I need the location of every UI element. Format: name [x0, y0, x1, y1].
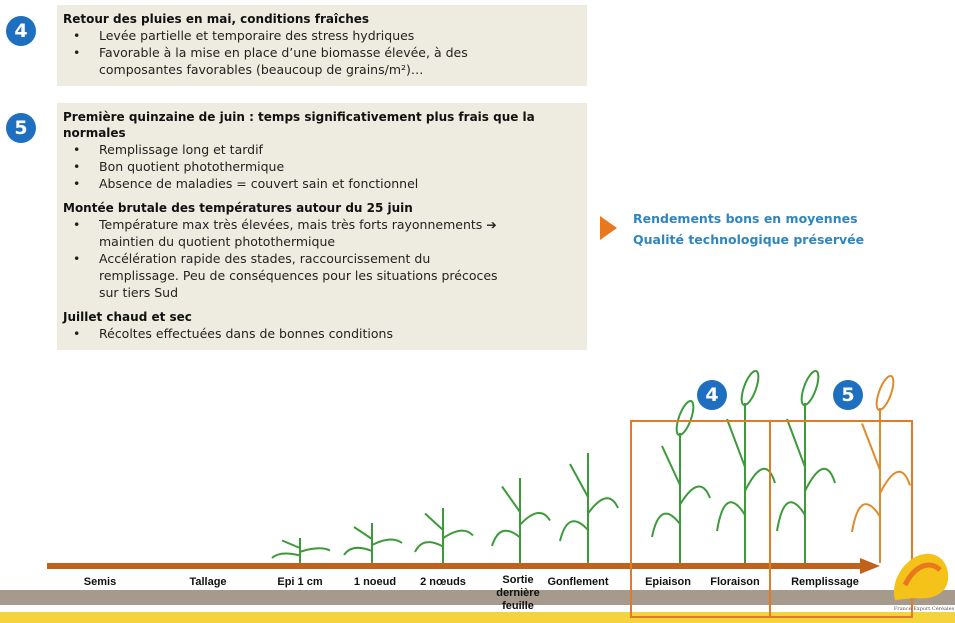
- bottom-band: [0, 612, 955, 623]
- stage-marker: 4: [697, 380, 727, 410]
- logo-text: France Export Céréales: [893, 606, 955, 612]
- stage-label: Epiaison: [645, 576, 691, 588]
- stage-label: Tallage: [189, 576, 227, 588]
- conclusion-line: Qualité technologique préservée: [633, 232, 865, 247]
- plant: [651, 433, 711, 563]
- stage-marker: 5: [833, 380, 863, 410]
- bullet: Absence de maladies = couvert sain et fo…: [63, 175, 509, 192]
- group-title: Retour des pluies en mai, conditions fra…: [63, 12, 370, 26]
- group-title: Montée brutale des températures autour d…: [63, 201, 413, 215]
- bullet: Température max très élevées, mais très …: [63, 216, 509, 250]
- section-box: Retour des pluies en mai, conditions fra…: [57, 5, 587, 86]
- group: Juillet chaud et secRécoltes effectuées …: [63, 309, 587, 342]
- bullet: Remplissage long et tardif: [63, 141, 509, 158]
- stage-label: Epi 1 cm: [277, 576, 323, 588]
- stage-label: Gonflement: [547, 576, 609, 588]
- bullet: Récoltes effectuées dans de bonnes condi…: [63, 325, 509, 342]
- stage-frame: [769, 420, 913, 618]
- group: Montée brutale des températures autour d…: [63, 200, 587, 301]
- plants: [271, 369, 911, 563]
- section-number: 4: [6, 16, 36, 46]
- stage-label: Floraison: [710, 576, 760, 588]
- ear: [675, 399, 695, 437]
- plant: [559, 453, 619, 563]
- ear: [875, 374, 895, 412]
- stage-label: Sortie dernière feuille: [496, 574, 540, 612]
- stage-label: 1 noeud: [353, 576, 397, 588]
- stage-label: Semis: [83, 576, 117, 588]
- section-box: Première quinzaine de juin : temps signi…: [57, 103, 587, 350]
- plant: [716, 403, 776, 563]
- arrow-bullet: [600, 216, 617, 240]
- plant: [776, 403, 836, 563]
- timeline-head: [860, 558, 880, 574]
- plant: [491, 478, 551, 563]
- group-title: Première quinzaine de juin : temps signi…: [63, 110, 535, 140]
- logo-shape: [894, 553, 949, 600]
- bullet: Favorable à la mise en place d’une bioma…: [63, 44, 509, 78]
- group: Première quinzaine de juin : temps signi…: [63, 109, 587, 192]
- group-title: Juillet chaud et sec: [63, 310, 192, 324]
- ear: [740, 369, 760, 407]
- group: Retour des pluies en mai, conditions fra…: [63, 11, 587, 78]
- plant: [414, 508, 474, 563]
- logo-shape: [902, 562, 942, 587]
- conclusion: Rendements bons en moyennes Qualité tech…: [633, 208, 864, 250]
- plant: [851, 408, 911, 563]
- bullet: Bon quotient photothermique: [63, 158, 509, 175]
- bullet: Levée partielle et temporaire des stress…: [63, 27, 509, 44]
- bullet: Accélération rapide des stades, raccourc…: [63, 250, 509, 301]
- conclusion-line: Rendements bons en moyennes: [633, 211, 858, 226]
- stage-label: Remplissage: [791, 576, 859, 588]
- plant: [343, 523, 403, 563]
- section-number: 5: [6, 113, 36, 143]
- ground-band: [0, 590, 955, 605]
- stage-label: 2 nœuds: [420, 576, 466, 588]
- plant: [271, 538, 331, 563]
- ear: [800, 369, 820, 407]
